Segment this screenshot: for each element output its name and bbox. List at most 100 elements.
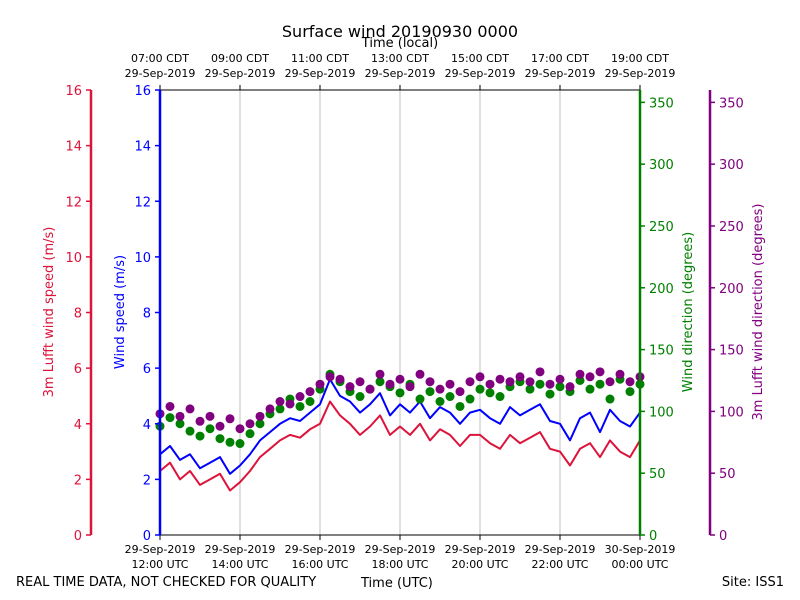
data-point-wind-direction bbox=[375, 377, 385, 387]
y-tick-label-lufft-direction-right: 0 bbox=[719, 529, 727, 544]
y-tick-label-direction-right: 200 bbox=[649, 282, 674, 297]
y-tick-label-lufft-direction-right: 350 bbox=[719, 96, 744, 111]
data-point-wind-direction bbox=[585, 384, 595, 394]
labels-layer: Surface wind 20190930 0000 Time (local) … bbox=[42, 22, 766, 420]
data-point-3m-lufft-wind-direction bbox=[585, 372, 595, 382]
x-tick-label-date: 29-Sep-2019 bbox=[525, 543, 596, 556]
x-tick-label-utc: 20:00 UTC bbox=[451, 558, 508, 571]
y-tick-label-lufft-speed-left: 0 bbox=[74, 529, 82, 544]
data-point-wind-direction bbox=[305, 397, 315, 406]
data-point-3m-lufft-wind-direction bbox=[405, 382, 415, 392]
x-tick-label-date: 30-Sep-2019 bbox=[605, 543, 676, 556]
data-point-wind-direction bbox=[415, 394, 425, 404]
data-point-3m-lufft-wind-direction bbox=[495, 374, 505, 384]
y-tick-label-lufft-speed-left: 16 bbox=[65, 84, 82, 99]
y-tick-label-direction-right: 100 bbox=[649, 405, 674, 420]
data-point-3m-lufft-wind-direction bbox=[245, 419, 255, 429]
wind-speed-axis-label: Wind speed (m/s) bbox=[113, 255, 128, 369]
data-point-wind-direction bbox=[165, 413, 175, 423]
data-point-3m-lufft-wind-direction bbox=[255, 411, 265, 421]
data-point-3m-lufft-wind-direction bbox=[165, 401, 175, 411]
data-point-3m-lufft-wind-direction bbox=[455, 387, 465, 397]
data-point-wind-direction bbox=[245, 429, 255, 439]
data-point-wind-direction bbox=[605, 394, 615, 404]
y-tick-label-lufft-direction-right: 150 bbox=[719, 344, 744, 359]
data-point-wind-direction bbox=[625, 387, 635, 397]
x-tick-label-local-time: 07:00 CDT bbox=[131, 52, 189, 65]
x-tick-label-local-time: 09:00 CDT bbox=[211, 52, 269, 65]
data-point-wind-direction bbox=[175, 419, 185, 429]
y-tick-label-lufft-speed-left: 14 bbox=[65, 140, 82, 155]
data-point-wind-direction bbox=[545, 389, 555, 399]
data-point-wind-direction bbox=[425, 387, 435, 397]
x-tick-label-utc: 12:00 UTC bbox=[131, 558, 188, 571]
data-point-wind-direction bbox=[525, 384, 535, 394]
data-point-wind-direction bbox=[235, 439, 245, 449]
y-tick-label-lufft-direction-right: 300 bbox=[719, 158, 744, 173]
x-tick-label-utc: 16:00 UTC bbox=[291, 558, 348, 571]
y-tick-label-lufft-speed-left: 10 bbox=[65, 251, 82, 266]
x-tick-label-local-date: 29-Sep-2019 bbox=[285, 67, 356, 80]
data-point-wind-direction bbox=[465, 394, 475, 404]
x-tick-label-utc: 18:00 UTC bbox=[371, 558, 428, 571]
data-point-3m-lufft-wind-direction bbox=[305, 387, 315, 397]
x-tick-label-utc: 00:00 UTC bbox=[611, 558, 668, 571]
top-axis-label: Time (local) bbox=[361, 36, 438, 51]
bottom-axis-label: Time (UTC) bbox=[361, 576, 433, 591]
data-point-wind-direction bbox=[445, 392, 455, 402]
y-tick-label-lufft-speed-left: 4 bbox=[74, 418, 82, 433]
data-point-3m-lufft-wind-direction bbox=[205, 411, 215, 421]
data-point-3m-lufft-wind-direction bbox=[355, 377, 365, 387]
data-point-3m-lufft-wind-direction bbox=[185, 404, 195, 414]
data-point-3m-lufft-wind-direction bbox=[425, 377, 435, 387]
data-point-3m-lufft-wind-direction bbox=[235, 424, 245, 434]
axes-layer: 29-Sep-2019 12:00 UTC 07:00 CDT 29-Sep-2019… bbox=[65, 52, 743, 571]
chart-title: Surface wind 20190930 0000 bbox=[282, 22, 518, 41]
data-point-3m-lufft-wind-direction bbox=[435, 384, 445, 394]
x-tick-label-local-date: 29-Sep-2019 bbox=[445, 67, 516, 80]
y-tick-label-direction-right: 350 bbox=[649, 96, 674, 111]
data-point-3m-lufft-wind-direction bbox=[615, 369, 625, 379]
series-line-wind-speed bbox=[159, 378, 641, 475]
data-point-3m-lufft-wind-direction bbox=[595, 367, 605, 377]
x-tick-label-utc: 22:00 UTC bbox=[531, 558, 588, 571]
y-tick-label-speed-left: 10 bbox=[134, 251, 151, 266]
x-tick-label-local-time: 17:00 CDT bbox=[531, 52, 589, 65]
series-layer bbox=[155, 367, 645, 492]
x-tick-label-date: 29-Sep-2019 bbox=[365, 543, 436, 556]
quality-note: REAL TIME DATA, NOT CHECKED FOR QUALITY bbox=[16, 575, 317, 590]
data-point-wind-direction bbox=[225, 437, 235, 447]
data-point-wind-direction bbox=[555, 382, 565, 392]
vertical-grid bbox=[239, 90, 561, 535]
data-point-3m-lufft-wind-direction bbox=[625, 377, 635, 387]
x-tick-label-date: 29-Sep-2019 bbox=[445, 543, 516, 556]
data-point-3m-lufft-wind-direction bbox=[215, 421, 225, 431]
data-point-3m-lufft-wind-direction bbox=[395, 374, 405, 384]
y-tick-label-speed-left: 14 bbox=[134, 140, 151, 155]
x-tick-label-local-time: 19:00 CDT bbox=[611, 52, 669, 65]
y-tick-label-lufft-direction-right: 250 bbox=[719, 220, 744, 235]
data-point-3m-lufft-wind-direction bbox=[505, 377, 515, 387]
y-tick-label-speed-left: 16 bbox=[134, 84, 151, 99]
data-point-3m-lufft-wind-direction bbox=[575, 369, 585, 379]
y-tick-label-lufft-speed-left: 12 bbox=[65, 195, 82, 210]
y-tick-label-speed-left: 6 bbox=[143, 362, 151, 377]
y-tick-label-speed-left: 12 bbox=[134, 195, 151, 210]
data-point-3m-lufft-wind-direction bbox=[275, 397, 285, 406]
x-tick-label-local-date: 29-Sep-2019 bbox=[205, 67, 276, 80]
data-point-wind-direction bbox=[575, 375, 585, 385]
data-point-wind-direction bbox=[185, 426, 195, 436]
data-point-3m-lufft-wind-direction bbox=[415, 369, 425, 379]
y-tick-label-speed-left: 0 bbox=[143, 529, 151, 544]
data-point-3m-lufft-wind-direction bbox=[195, 416, 205, 426]
y-tick-label-lufft-speed-left: 2 bbox=[74, 473, 82, 488]
data-point-wind-direction bbox=[355, 392, 365, 402]
lufft-speed-axis-label: 3m Lufft wind speed (m/s) bbox=[42, 227, 57, 398]
y-tick-label-speed-left: 4 bbox=[143, 418, 151, 433]
data-point-3m-lufft-wind-direction bbox=[485, 379, 495, 389]
data-point-3m-lufft-wind-direction bbox=[265, 404, 275, 414]
data-point-3m-lufft-wind-direction bbox=[605, 377, 615, 387]
data-point-3m-lufft-wind-direction bbox=[475, 372, 485, 382]
data-point-wind-direction bbox=[255, 419, 265, 429]
data-point-3m-lufft-wind-direction bbox=[525, 377, 535, 387]
